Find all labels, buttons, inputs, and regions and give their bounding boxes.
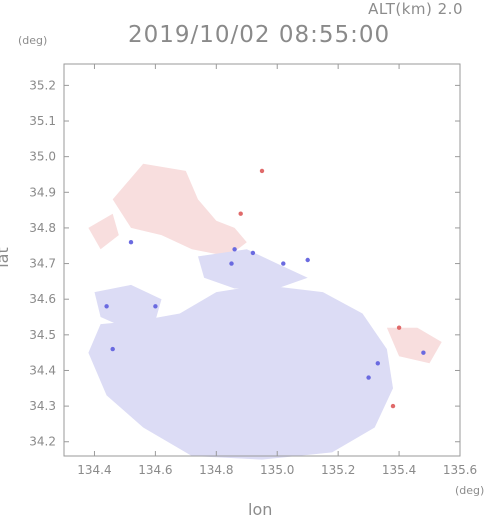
velocity-region-receding [88,213,119,250]
velocity-speckle-strong_approaching [110,346,115,352]
velocity-region-approaching [198,249,308,289]
velocity-regions [88,163,442,460]
velocity-speckle-strong_receding [259,168,265,174]
y-axis-ticks: 34.2 34.3 34.4 34.5 34.6 34.7 34.8 34.9 35.0 35.1… [29,78,460,449]
velocity-speckle-strong_approaching [375,361,380,366]
velocity-speckle-strong_approaching [421,350,426,355]
velocity-speckle-strong_receding [396,325,402,330]
x-axis-unit: (deg) [455,484,485,497]
y-tick-label: 35.1 [29,114,56,128]
chart-title: 2019/10/02 08:55:00 [128,22,391,48]
velocity-speckle-strong_approaching [128,240,134,245]
velocity-region-receding [112,163,247,257]
velocity-speckle-strong_approaching [250,250,256,256]
x-tick-label: 135.0 [260,463,294,477]
velocity-speckles [104,168,426,409]
velocity-speckle-strong_receding [390,403,396,409]
velocity-speckle-strong_approaching [229,261,234,266]
y-tick-label: 34.7 [29,257,56,271]
y-tick-label: 34.9 [29,185,56,199]
x-tick-label: 134.4 [77,463,111,477]
velocity-region-receding [386,327,442,364]
y-tick-label: 35.2 [29,78,56,92]
x-tick-label: 134.8 [199,463,233,477]
x-axis-ticks: 134.4 134.6 134.8 135.0 135.2 135.4 135.6 [77,64,477,477]
velocity-speckle-strong_approaching [305,257,310,263]
velocity-speckle-strong_approaching [281,261,286,266]
x-axis-label: lon [248,500,273,519]
x-tick-label: 135.6 [443,463,477,477]
velocity-speckle-strong_receding [238,211,243,216]
x-tick-label: 134.6 [138,463,172,477]
y-tick-label: 34.2 [29,435,56,449]
velocity-region-approaching [88,284,394,460]
velocity-region-approaching [94,284,162,328]
y-tick-label: 35.0 [29,150,56,164]
plot-frame [63,63,461,457]
x-tick-label: 135.2 [321,463,355,477]
chart-subtitle: ALT(km) 2.0 [368,0,463,18]
velocity-speckle-strong_approaching [153,304,158,309]
y-tick-label: 34.6 [29,292,56,306]
y-tick-label: 34.5 [29,328,56,342]
y-axis-unit: (deg) [18,34,48,47]
velocity-speckle-strong_approaching [104,304,109,309]
velocity-speckle-strong_approaching [232,247,237,252]
velocity-speckle-strong_approaching [366,375,371,380]
y-tick-label: 34.4 [29,363,56,377]
x-tick-label: 135.4 [382,463,416,477]
y-tick-label: 34.8 [29,221,56,235]
y-tick-label: 34.3 [29,399,56,413]
